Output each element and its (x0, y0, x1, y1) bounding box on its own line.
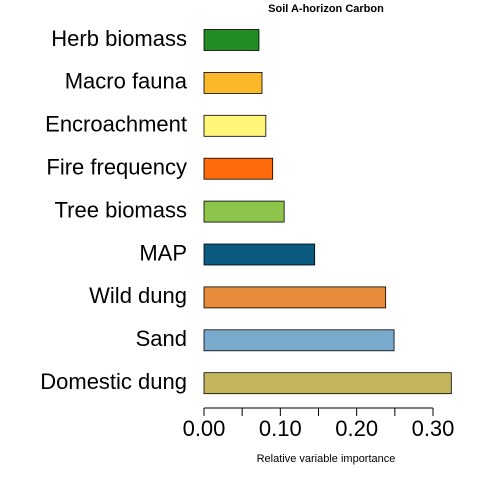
x-tick-label: 0.00 (183, 416, 226, 441)
bar (203, 243, 316, 266)
y-tick-label: Sand (136, 326, 187, 351)
y-tick-label: Wild dung (89, 283, 187, 308)
y-tick-label: MAP (139, 240, 187, 265)
y-tick-label: Encroachment (45, 112, 187, 137)
y-tick-label: Herb biomass (51, 26, 187, 51)
y-tick-label: Macro fauna (65, 69, 188, 94)
bar (203, 286, 387, 309)
x-tick-label: 0.10 (259, 416, 302, 441)
bar (203, 329, 395, 352)
bar (203, 372, 452, 395)
bar (203, 157, 274, 180)
y-tick-label: Fire frequency (46, 155, 187, 180)
bar (203, 29, 260, 51)
chart-title: Soil A-horizon Carbon (268, 3, 384, 15)
x-tick-label: 0.30 (412, 416, 455, 441)
x-tick-label: 0.20 (335, 416, 378, 441)
bar (203, 72, 263, 94)
bar (203, 114, 267, 137)
y-tick-label: Tree biomass (55, 197, 187, 222)
x-axis-label: Relative variable importance (257, 453, 396, 465)
bar (203, 200, 285, 223)
y-tick-label: Domestic dung (40, 369, 187, 394)
